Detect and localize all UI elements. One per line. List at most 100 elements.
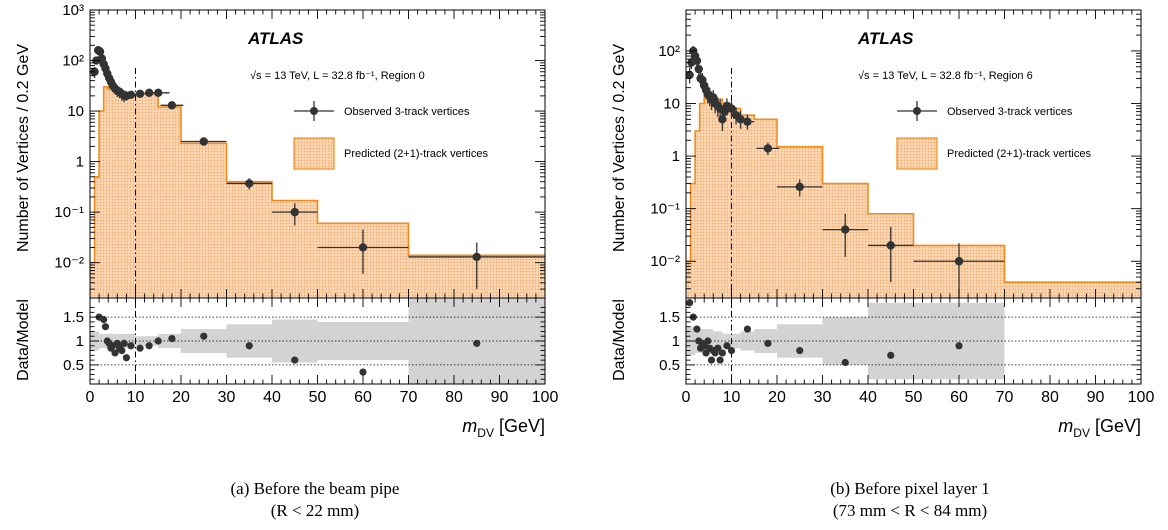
ratio-point-b <box>955 342 963 350</box>
x-tick-label-a: 10 <box>127 389 145 406</box>
x-tick-label-a: 80 <box>445 389 463 406</box>
ratio-point-a <box>101 323 110 331</box>
y-tick-label-a: 10⁻¹ <box>54 204 84 221</box>
ratio-point-a <box>111 349 119 357</box>
x-tick-label-a: 70 <box>400 389 418 406</box>
ratio-y-tick-label-b: 0.5 <box>659 357 680 374</box>
y-tick-label-a: 10² <box>62 53 84 70</box>
ratio-point-a <box>245 342 253 350</box>
x-tick-label-b: 10 <box>723 389 741 406</box>
legend-predicted-swatch-b <box>896 137 938 170</box>
observed-point-b <box>795 182 804 192</box>
observed-point-a <box>154 88 163 97</box>
ratio-point-b <box>796 346 804 355</box>
ratio-point-a <box>291 356 299 364</box>
ratio-point-b <box>704 337 712 345</box>
legend-predicted-label-b: Predicted (2+1)-track vertices <box>947 148 1091 160</box>
x-tick-label-a: 90 <box>491 389 509 406</box>
ratio-point-a <box>120 339 128 347</box>
observed-point-a <box>126 90 136 99</box>
ratio-point-b <box>841 358 849 367</box>
observed-point-a <box>290 207 299 217</box>
observed-point-a <box>135 89 145 98</box>
y-tick-label-b: 10 <box>663 95 680 112</box>
x-tick-label-a: 100 <box>532 389 559 406</box>
ratio-y-tick-label-a: 1.5 <box>63 309 84 326</box>
y-tick-label-b: 10² <box>658 43 680 60</box>
legend-a: Observed 3-track vertices Predicted (2+1… <box>293 101 488 170</box>
observed-point-a <box>472 252 481 262</box>
legend-observed-label-a: Observed 3-track vertices <box>344 106 470 118</box>
y-tick-label-b: 1 <box>672 148 680 165</box>
observed-point-b <box>763 144 773 153</box>
observed-point-b <box>743 117 752 126</box>
chart-panel-b: Number of Vertices / 0.2 GeV Data/Model … <box>611 9 1154 440</box>
ratio-point-b <box>723 342 731 350</box>
observed-point-a <box>358 243 368 252</box>
ratio-uncertainty-band-a <box>126 333 136 349</box>
ratio-point-b <box>764 339 772 347</box>
ratio-point-b <box>707 356 716 364</box>
legend-observed-label-b: Observed 3-track vertices <box>947 106 1073 118</box>
ratio-point-b <box>716 356 724 364</box>
ratio-point-a <box>145 342 153 350</box>
info-text-a: √s = 13 TeV, L = 32.8 fb⁻¹, Region 0 <box>250 70 425 82</box>
figure: Number of Vertices / 0.2 GeV Data/Model … <box>15 2 1154 440</box>
caption-a: (a) Before the beam pipe (R < 22 mm) <box>85 478 545 522</box>
y-tick-label-a: 10³ <box>62 2 84 19</box>
x-tick-label-b: 30 <box>814 389 832 406</box>
observed-point-a <box>199 137 208 146</box>
x-tick-label-b: 90 <box>1087 389 1105 406</box>
legend-predicted-label-a: Predicted (2+1)-track vertices <box>344 148 488 160</box>
caption-b: (b) Before pixel layer 1 (73 mm < R < 84… <box>680 478 1140 522</box>
ratio-point-a <box>127 342 135 350</box>
observed-point-a <box>95 47 105 56</box>
ratio-uncertainty-band-b <box>722 333 732 349</box>
x-tick-label-a: 60 <box>354 389 372 406</box>
ratio-point-b <box>718 349 727 357</box>
observed-point-b <box>841 225 850 234</box>
y-tick-label-b: 10⁻¹ <box>650 201 680 218</box>
ratio-point-a <box>200 332 208 340</box>
observed-point-a <box>167 101 177 110</box>
ratio-uncertainty-band-a <box>181 329 227 353</box>
x-tick-label-a: 0 <box>86 389 95 406</box>
ratio-point-a <box>122 354 130 362</box>
experiment-label-a: ATLAS <box>247 29 304 48</box>
y-axis-label-b: Number of Vertices / 0.2 GeV <box>611 44 628 252</box>
y-tick-label-b: 10⁻² <box>650 253 680 270</box>
x-tick-label-b: 20 <box>768 389 786 406</box>
ratio-point-a <box>168 335 176 343</box>
x-tick-label-b: 70 <box>996 389 1014 406</box>
observed-point-b <box>692 56 702 65</box>
caption-b-line1: (b) Before pixel layer 1 <box>830 479 990 498</box>
ratio-point-a <box>359 368 367 376</box>
x-tick-label-a: 50 <box>309 389 327 406</box>
x-tick-label-b: 80 <box>1041 389 1059 406</box>
x-tick-label-b: 50 <box>905 389 923 406</box>
x-tick-label-b: 40 <box>859 389 877 406</box>
legend-predicted-swatch-a <box>293 137 335 170</box>
ratio-y-tick-label-b: 1 <box>672 333 680 350</box>
x-axis-label-b: mDV [GeV] <box>1058 416 1141 440</box>
legend-b: Observed 3-track vertices Predicted (2+1… <box>896 101 1091 170</box>
x-tick-label-b: 0 <box>682 389 691 406</box>
chart-panel-a: Number of Vertices / 0.2 GeV Data/Model … <box>15 2 558 440</box>
y-tick-label-a: 10⁻² <box>54 255 84 272</box>
ratio-y-tick-label-a: 1 <box>76 333 84 350</box>
x-tick-label-a: 20 <box>172 389 190 406</box>
ratio-point-b <box>743 325 752 333</box>
ratio-uncertainty-band-b <box>740 331 755 351</box>
y-tick-label-a: 10 <box>67 103 84 120</box>
observed-point-b <box>886 241 895 250</box>
ratio-point-b <box>887 351 895 359</box>
predicted-histogram-fill-a <box>90 86 545 299</box>
observed-point-b <box>694 64 703 74</box>
ratio-point-a <box>154 337 162 345</box>
legend-observed-marker-b <box>913 107 921 115</box>
ratio-point-a <box>118 346 126 355</box>
ratio-point-a <box>100 315 108 324</box>
observed-point-b <box>685 70 694 80</box>
ratio-point-a <box>136 344 144 352</box>
ratio-point-a <box>473 339 481 347</box>
